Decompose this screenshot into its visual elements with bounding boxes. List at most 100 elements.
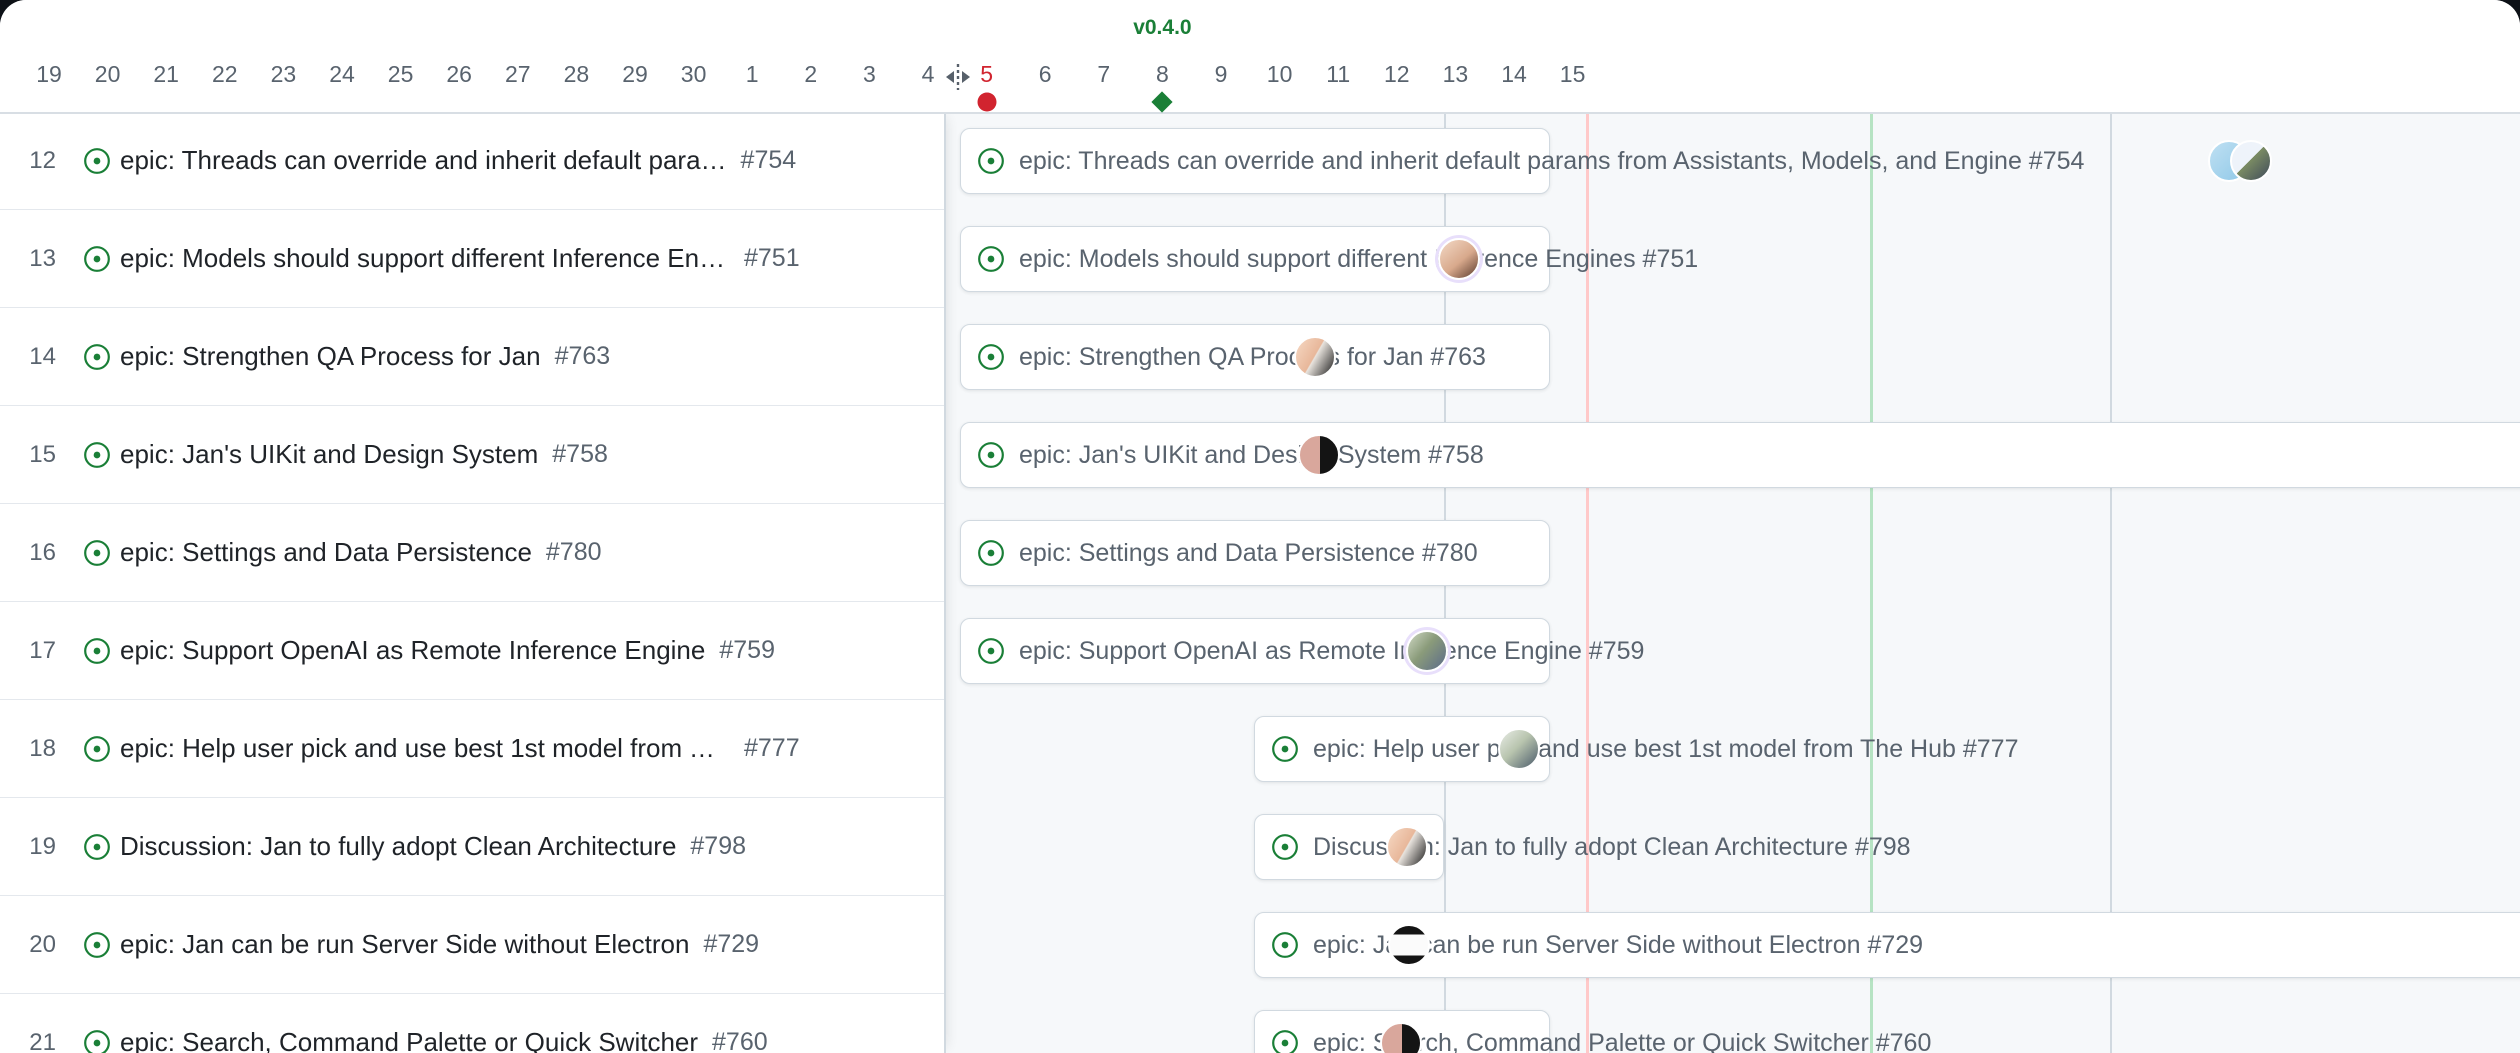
issue-title[interactable]: epic: Settings and Data Persistence — [120, 537, 532, 567]
avatar[interactable] — [1294, 336, 1336, 378]
milestone-diamond-icon[interactable] — [1151, 91, 1173, 113]
ruler-tick-23: 23 — [270, 61, 297, 87]
issue-list-pane[interactable]: 12 epic: Threads can override and inherit… — [0, 112, 946, 1053]
table-row[interactable]: 14 epic: Strengthen QA Process for Jan #76… — [0, 308, 944, 406]
open-issue-icon — [74, 539, 120, 567]
issue-number: #759 — [719, 636, 775, 664]
timeline-track: epic: Search, Command Palette or Quick S… — [946, 994, 2520, 1053]
table-row[interactable]: 17 epic: Support OpenAI as Remote Inferen… — [0, 602, 944, 700]
timeline-bar[interactable]: epic: Settings and Data Persistence #780 — [960, 520, 1550, 586]
ruler-tick-13: 13 — [1442, 61, 1469, 87]
timeline-bar-label: epic: Models should support different In… — [1019, 244, 1699, 273]
open-issue-icon — [74, 637, 120, 665]
issue-title[interactable]: Discussion: Jan to fully adopt Clean Arc… — [120, 831, 677, 861]
assignee-avatars[interactable] — [1388, 924, 1430, 966]
timeline-bar[interactable]: epic: Strengthen QA Process for Jan #763 — [960, 324, 1550, 390]
row-index: 18 — [29, 734, 56, 762]
timeline-bar-label: epic: Jan's UIKit and Design System #758 — [1019, 440, 1484, 469]
ruler-tick-7: 7 — [1097, 61, 1111, 87]
assignee-avatars[interactable] — [1294, 336, 1336, 378]
avatar[interactable] — [1380, 1022, 1422, 1053]
assignee-avatars[interactable] — [2208, 140, 2272, 182]
timeline-track: Discussion: Jan to fully adopt Clean Arc… — [946, 798, 2520, 897]
gridline-milestone — [1870, 112, 1873, 1053]
open-issue-icon — [1271, 833, 1299, 861]
issue-number: #780 — [545, 538, 602, 566]
ruler-tick-12: 12 — [1384, 61, 1410, 87]
timeline-bar[interactable]: epic: Jan's UIKit and Design System #758 — [960, 422, 2520, 488]
avatar[interactable] — [1498, 728, 1540, 770]
table-row[interactable]: 12 epic: Threads can override and inherit… — [0, 112, 944, 210]
avatar[interactable] — [2230, 140, 2272, 182]
table-row[interactable]: 16 epic: Settings and Data Persistence #78… — [0, 504, 944, 602]
issue-table: 12 epic: Threads can override and inherit… — [0, 112, 944, 1053]
issue-title[interactable]: epic: Models should support different In… — [120, 243, 730, 273]
assignee-avatars[interactable] — [1406, 630, 1448, 672]
open-issue-icon — [977, 245, 1005, 273]
table-row[interactable]: 21 epic: Search, Command Palette or Quick… — [0, 994, 944, 1053]
timeline-track: epic: Jan's UIKit and Design System #758 — [946, 406, 2520, 505]
open-issue-icon — [1271, 931, 1299, 959]
milestone-label-v0.4.0[interactable]: v0.4.0 — [1133, 16, 1192, 39]
issue-title[interactable]: epic: Support OpenAI as Remote Inference… — [120, 635, 706, 665]
ruler-tick-11: 11 — [1326, 61, 1351, 87]
gridline-today — [1586, 112, 1589, 1053]
open-issue-icon — [977, 147, 1005, 175]
ruler-tick-25: 25 — [387, 61, 414, 87]
issue-title[interactable]: epic: Search, Command Palette or Quick S… — [120, 1027, 699, 1053]
ruler-tick-26: 26 — [446, 61, 472, 87]
assignee-avatars[interactable] — [1298, 434, 1340, 476]
assignee-avatars[interactable] — [1386, 826, 1428, 868]
assignee-avatars[interactable] — [1438, 238, 1480, 280]
avatar[interactable] — [1298, 434, 1340, 476]
table-row[interactable]: 15 epic: Jan's UIKit and Design System #75… — [0, 406, 944, 504]
ruler-tick-30: 30 — [680, 61, 707, 87]
issue-title[interactable]: epic: Strengthen QA Process for Jan — [120, 341, 541, 371]
ruler-tick-14: 14 — [1501, 61, 1527, 87]
issue-title[interactable]: epic: Help user pick and use best 1st mo… — [120, 733, 730, 763]
timeline-bar[interactable]: epic: Threads can override and inherit d… — [960, 128, 2084, 194]
issue-title[interactable]: epic: Jan's UIKit and Design System — [120, 439, 539, 469]
issue-title[interactable]: epic: Threads can override and inherit d… — [120, 145, 727, 175]
table-row[interactable]: 18 epic: Help user pick and use best 1st … — [0, 700, 944, 798]
open-issue-icon — [977, 539, 1005, 567]
row-index: 19 — [29, 832, 56, 860]
row-index: 21 — [29, 1028, 56, 1053]
avatar[interactable] — [1406, 630, 1448, 672]
timeline-pane[interactable]: epic: Threads can override and inherit d… — [946, 112, 2520, 1053]
timeline-bar[interactable]: epic: Help user pick and use best 1st mo… — [1254, 716, 2018, 782]
row-index: 16 — [29, 538, 56, 566]
open-issue-icon — [74, 343, 120, 371]
ruler-tick-9: 9 — [1214, 61, 1228, 87]
ruler-tick-21: 21 — [153, 61, 179, 87]
ruler-tick-4: 4 — [921, 61, 935, 87]
table-row[interactable]: 20 epic: Jan can be run Server Side witho… — [0, 896, 944, 994]
assignee-avatars[interactable] — [1498, 728, 1540, 770]
open-issue-icon — [74, 441, 120, 469]
timeline-bar[interactable]: epic: Support OpenAI as Remote Inference… — [960, 618, 1644, 684]
issue-title[interactable]: epic: Jan can be run Server Side without… — [120, 929, 690, 959]
column-resize-cursor[interactable] — [936, 62, 980, 92]
timeline-track: epic: Settings and Data Persistence #780 — [946, 504, 2520, 603]
ruler-tick-10: 10 — [1266, 61, 1293, 87]
open-issue-icon — [74, 1029, 120, 1053]
timeline-track: epic: Help user pick and use best 1st mo… — [946, 700, 2520, 799]
avatar[interactable] — [1438, 238, 1480, 280]
row-index: 13 — [29, 244, 56, 272]
issue-number: #777 — [744, 734, 800, 762]
issue-number: #758 — [552, 440, 608, 468]
assignee-avatars[interactable] — [1380, 1022, 1422, 1053]
avatar[interactable] — [1386, 826, 1428, 868]
row-index: 20 — [29, 930, 56, 958]
open-issue-icon — [1271, 735, 1299, 763]
gridline-week — [2110, 112, 2112, 1053]
timeline-bar-label: epic: Threads can override and inherit d… — [1019, 146, 2085, 175]
timeline-bar-label: epic: Strengthen QA Process for Jan #763 — [1019, 342, 1486, 371]
table-row[interactable]: 19 Discussion: Jan to fully adopt Clean A… — [0, 798, 944, 896]
row-index: 12 — [29, 146, 56, 174]
table-row[interactable]: 13 epic: Models should support different … — [0, 210, 944, 308]
avatar[interactable] — [1388, 924, 1430, 966]
timeline-bar[interactable]: epic: Jan can be run Server Side without… — [1254, 912, 2520, 978]
open-issue-icon — [74, 147, 120, 175]
